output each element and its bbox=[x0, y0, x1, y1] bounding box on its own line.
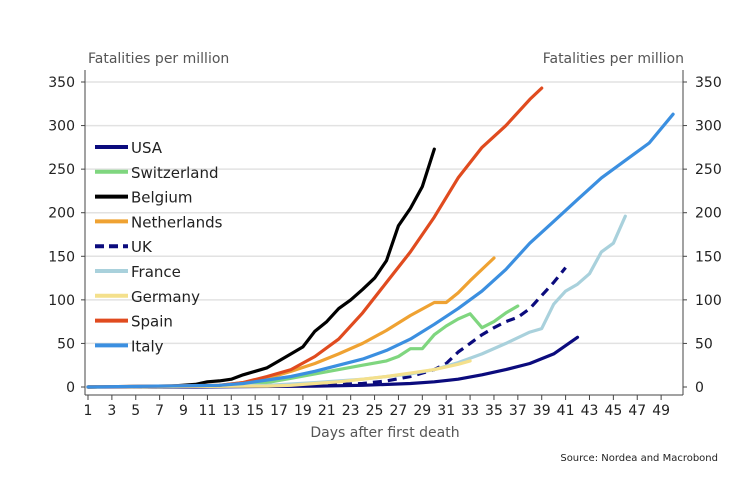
x-tick-label: 43 bbox=[581, 403, 599, 419]
legend-label: Switzerland bbox=[131, 164, 219, 182]
series-line-spain bbox=[86, 86, 544, 389]
legend-label: Belgium bbox=[131, 189, 193, 207]
x-tick-label: 37 bbox=[509, 403, 527, 419]
y-tick-label-left: 300 bbox=[48, 119, 75, 135]
x-tick-label: 9 bbox=[179, 403, 188, 419]
y-tick-label-right: 150 bbox=[695, 249, 722, 265]
y-tick-label-left: 350 bbox=[48, 75, 75, 91]
y-tick-label-right: 250 bbox=[695, 162, 722, 178]
x-tick-label: 31 bbox=[437, 403, 455, 419]
legend-label: UK bbox=[131, 238, 153, 256]
series-line-switzerland bbox=[86, 304, 520, 389]
x-tick-label: 11 bbox=[198, 403, 216, 419]
y-tick-label-left: 150 bbox=[48, 249, 75, 265]
y-tick-label-right: 200 bbox=[695, 206, 722, 222]
legend-label: Germany bbox=[131, 288, 200, 306]
axes: 0 0 50 50 100 100 150 150 200 200 250 250 300 300 350 3… bbox=[48, 70, 722, 419]
x-tick-label: 5 bbox=[131, 403, 140, 419]
series-lines bbox=[86, 86, 675, 389]
legend-label: Netherlands bbox=[131, 213, 223, 231]
series-line-belgium bbox=[86, 147, 436, 389]
y-tick-label-left: 100 bbox=[48, 293, 75, 309]
x-tick-label: 7 bbox=[155, 403, 164, 419]
x-tick-label: 47 bbox=[628, 403, 646, 419]
x-tick-label: 39 bbox=[533, 403, 551, 419]
series-line-germany bbox=[86, 359, 472, 389]
x-tick-label: 25 bbox=[366, 403, 384, 419]
x-tick-label: 17 bbox=[270, 403, 288, 419]
x-tick-label: 45 bbox=[604, 403, 622, 419]
x-tick-label: 35 bbox=[485, 403, 503, 419]
y-tick-label-right: 50 bbox=[695, 336, 713, 352]
source-note: Source: Nordea and Macrobond bbox=[560, 453, 718, 464]
x-tick-label: 27 bbox=[390, 403, 408, 419]
y-tick-label-right: 0 bbox=[695, 380, 704, 396]
x-tick-label: 23 bbox=[342, 403, 360, 419]
legend: USA Switzerland Belgium Netherlands UK France… bbox=[95, 139, 223, 355]
y-tick-label-left: 250 bbox=[48, 162, 75, 178]
x-tick-label: 21 bbox=[318, 403, 336, 419]
y-axis-title-left: Fatalities per million bbox=[88, 51, 229, 67]
legend-label: Spain bbox=[131, 313, 173, 331]
y-tick-label-right: 350 bbox=[695, 75, 722, 91]
y-tick-label-right: 100 bbox=[695, 293, 722, 309]
legend-label: France bbox=[131, 263, 181, 281]
x-tick-label: 29 bbox=[413, 403, 431, 419]
x-tick-label: 15 bbox=[246, 403, 264, 419]
legend-label: USA bbox=[131, 139, 163, 157]
x-tick-label: 13 bbox=[222, 403, 240, 419]
x-axis-title: Days after first death bbox=[310, 425, 459, 441]
y-tick-label-left: 0 bbox=[66, 380, 75, 396]
x-tick-label: 3 bbox=[107, 403, 116, 419]
y-tick-label-left: 200 bbox=[48, 206, 75, 222]
y-tick-label-left: 50 bbox=[57, 336, 75, 352]
y-tick-label-right: 300 bbox=[695, 119, 722, 135]
x-tick-label: 1 bbox=[84, 403, 93, 419]
series-line-italy bbox=[86, 112, 675, 389]
legend-label: Italy bbox=[131, 337, 164, 355]
x-tick-label: 41 bbox=[557, 403, 575, 419]
x-tick-label: 19 bbox=[294, 403, 312, 419]
x-tick-label: 33 bbox=[461, 403, 479, 419]
gridlines bbox=[85, 81, 683, 345]
x-tick-label: 49 bbox=[652, 403, 670, 419]
y-axis-title-right: Fatalities per million bbox=[543, 51, 684, 67]
